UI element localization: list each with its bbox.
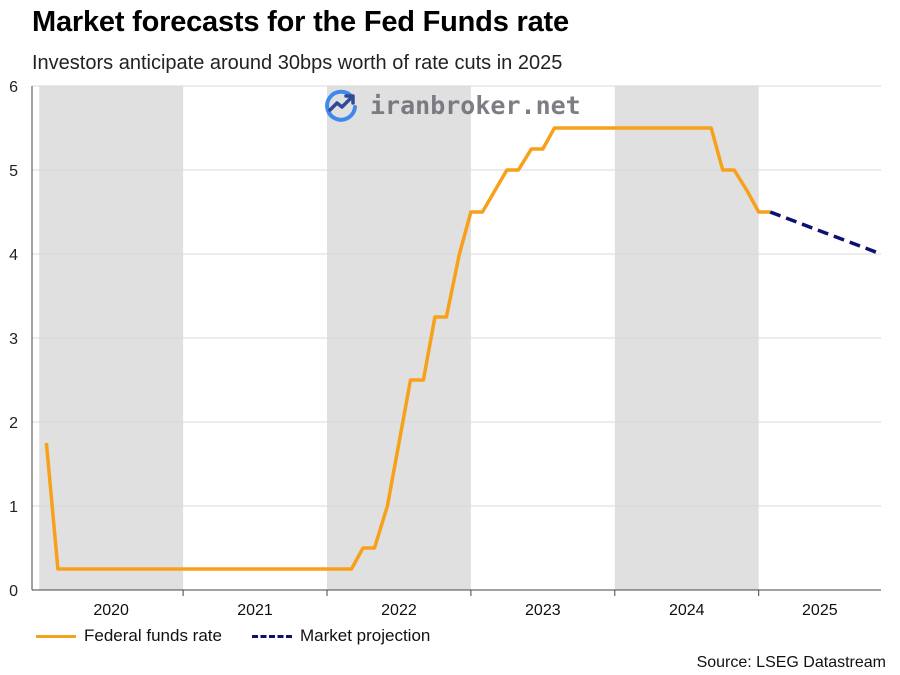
x-tick-label-2021: 2021 — [237, 602, 273, 619]
y-tick-label: 2 — [9, 415, 18, 432]
chart-title: Market forecasts for the Fed Funds rate — [32, 6, 569, 38]
series-line-market-projection — [769, 210, 882, 256]
x-tick-label-2024: 2024 — [669, 602, 705, 619]
legend-label-projection: Market projection — [299, 626, 431, 645]
x-tick-label-2025: 2025 — [802, 602, 838, 619]
y-tick-label: 4 — [9, 247, 18, 264]
y-tick-label: 5 — [9, 163, 18, 180]
x-tick-label-2023: 2023 — [525, 602, 561, 619]
trend-chart-icon — [325, 89, 357, 122]
chart-subtitle: Investors anticipate around 30bps worth … — [32, 52, 563, 74]
x-tick-label-2022: 2022 — [381, 602, 417, 619]
legend-item-fed-funds: Federal funds rate — [36, 626, 222, 646]
y-tick-label: 3 — [9, 331, 18, 348]
legend-label-fed-funds: Federal funds rate — [84, 626, 222, 645]
watermark: iranbroker.net — [322, 86, 581, 124]
x-tick-label-2020: 2020 — [93, 602, 129, 619]
source-note: Source: LSEG Datastream — [696, 654, 886, 671]
gridlines — [32, 85, 881, 507]
axes — [31, 86, 881, 596]
y-tick-labels: 0 1 2 3 4 5 6 — [9, 79, 18, 600]
watermark-text: iranbroker.net — [370, 90, 581, 120]
series-line-fed-funds-rate — [44, 126, 771, 571]
y-tick-label: 6 — [9, 79, 18, 96]
legend-swatch-solid — [36, 634, 76, 638]
legend: Federal funds rate Market projection — [36, 626, 460, 646]
x-tick-labels: 2020 2021 2022 2023 2024 2025 — [93, 602, 837, 619]
series-lines — [44, 126, 882, 571]
legend-swatch-dashed — [251, 634, 292, 638]
legend-item-projection: Market projection — [251, 626, 431, 646]
y-tick-label: 0 — [9, 583, 18, 600]
y-tick-label: 1 — [9, 499, 18, 516]
